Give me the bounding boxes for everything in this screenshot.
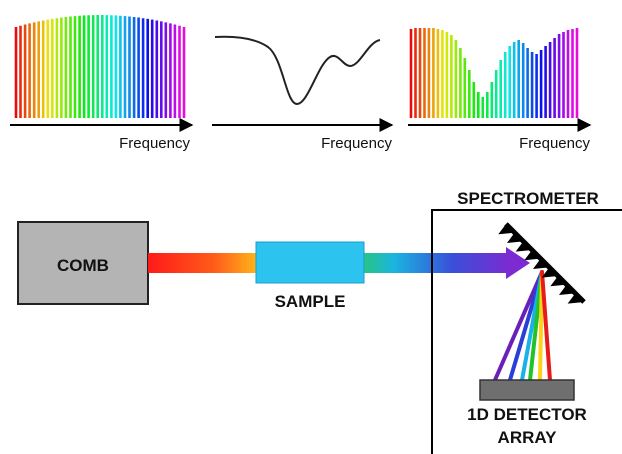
grating-tooth: [498, 224, 515, 235]
diffraction-grating: [498, 222, 586, 304]
transmitted-spectrum-panel: Frequency: [408, 28, 592, 152]
ray-violet: [493, 270, 544, 382]
grating-tooth: [558, 284, 576, 295]
diffracted-rays: [493, 270, 552, 382]
absorption-frequency-label: Frequency: [321, 135, 392, 152]
comb-box: [17, 221, 149, 305]
comb-frequency-label: Frequency: [119, 135, 190, 152]
comb-label: COMB: [57, 256, 109, 275]
transmitted-spectrum-lines: [409, 28, 579, 118]
comb-spectrum-lines: [14, 15, 186, 118]
grating-tooth: [567, 293, 584, 304]
absorption-curve: [214, 35, 381, 106]
grating-tooth: [541, 267, 558, 278]
sample-label: SAMPLE: [275, 292, 346, 311]
comb-source: COMB: [17, 221, 149, 305]
detector-label-line1: 1D DETECTOR: [467, 405, 587, 424]
sample-cell: SAMPLE: [255, 241, 365, 311]
transmitted-frequency-label: Frequency: [519, 135, 590, 152]
detector-label-line2: ARRAY: [498, 428, 558, 447]
grating-tooth: [550, 276, 567, 287]
spectrometer: SPECTROMETER 1D DETECTOR ARRAY: [431, 189, 622, 454]
absorption-panel: Frequency: [212, 35, 394, 152]
spectrometer-label: SPECTROMETER: [457, 189, 599, 208]
detector-array: [479, 379, 575, 401]
sample-box: [255, 241, 365, 284]
grating-tooth: [524, 250, 541, 261]
grating-tooth: [515, 241, 532, 252]
ray-red: [540, 270, 552, 382]
comb-spectrum-panel: Frequency: [10, 15, 194, 152]
beam-arrowhead: [506, 247, 530, 279]
grating-tooth: [506, 232, 524, 243]
grating-tooth: [532, 258, 550, 269]
